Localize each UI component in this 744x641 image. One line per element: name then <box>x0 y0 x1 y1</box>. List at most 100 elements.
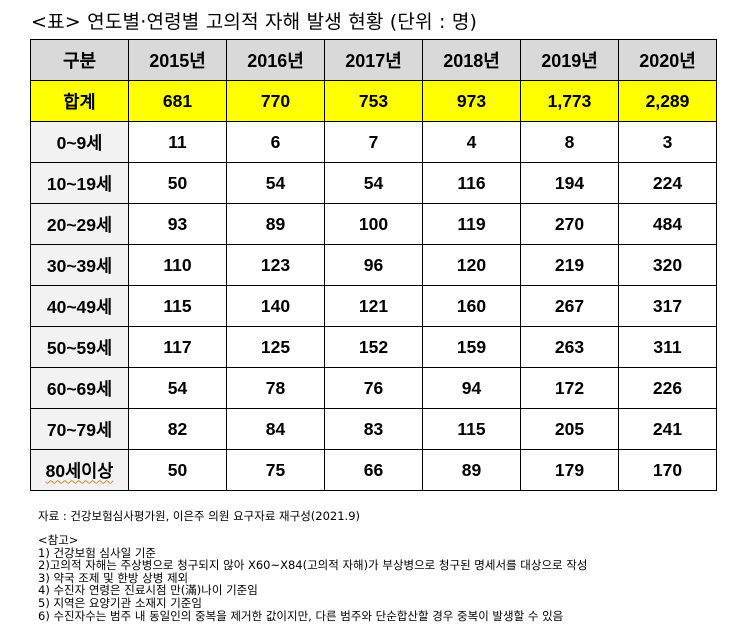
self-harm-stats-table: 구분 2015년 2016년 2017년 2018년 2019년 2020년 합… <box>30 39 717 491</box>
table-cell: 121 <box>324 285 423 327</box>
table-cell: 160 <box>422 285 521 327</box>
total-cell: 753 <box>324 80 423 122</box>
table-cell: 11 <box>128 121 227 163</box>
table-cell: 4 <box>422 121 521 163</box>
table-cell: 100 <box>324 203 423 245</box>
age-group-label: 80세이상 <box>30 449 129 491</box>
table-title: <표> 연도별·연령별 고의적 자해 발생 현황 (단위 : 명) <box>31 11 478 33</box>
table-cell: 125 <box>226 326 325 368</box>
table-row: 40~49세 115 140 121 160 267 317 <box>30 285 717 327</box>
total-cell: 1,773 <box>520 80 619 122</box>
table-cell: 267 <box>520 285 619 327</box>
spellcheck-underlined-label: 80세이상 <box>45 460 114 481</box>
table-cell: 8 <box>520 121 619 163</box>
table-cell: 205 <box>520 408 619 450</box>
note-item: 3) 약국 조제 및 한방 상병 제외 <box>38 570 189 585</box>
table-cell: 241 <box>618 408 717 450</box>
note-item: 1) 건강보험 심사일 기준 <box>38 545 156 560</box>
table-cell: 179 <box>520 449 619 491</box>
table-cell: 54 <box>226 162 325 204</box>
table-cell: 96 <box>324 244 423 286</box>
age-group-label: 60~69세 <box>30 367 129 409</box>
table-cell: 116 <box>422 162 521 204</box>
table-cell: 75 <box>226 449 325 491</box>
age-group-label: 50~59세 <box>30 326 129 368</box>
table-cell: 311 <box>618 326 717 368</box>
total-row: 합계 681 770 753 973 1,773 2,289 <box>30 80 717 122</box>
table-cell: 7 <box>324 121 423 163</box>
table-row: 80세이상 50 75 66 89 179 170 <box>30 449 717 491</box>
table-cell: 317 <box>618 285 717 327</box>
table-cell: 140 <box>226 285 325 327</box>
table-cell: 170 <box>618 449 717 491</box>
year-header: 2019년 <box>520 39 619 81</box>
table-cell: 66 <box>324 449 423 491</box>
total-cell: 770 <box>226 80 325 122</box>
table-row: 0~9세 11 6 7 4 8 3 <box>30 121 717 163</box>
header-row: 구분 2015년 2016년 2017년 2018년 2019년 2020년 <box>30 39 717 81</box>
table-cell: 89 <box>422 449 521 491</box>
table-cell: 224 <box>618 162 717 204</box>
table-cell: 83 <box>324 408 423 450</box>
table-cell: 123 <box>226 244 325 286</box>
table-cell: 82 <box>128 408 227 450</box>
age-group-label: 20~29세 <box>30 203 129 245</box>
table-cell: 172 <box>520 367 619 409</box>
total-cell: 973 <box>422 80 521 122</box>
table-cell: 50 <box>128 449 227 491</box>
age-group-label: 30~39세 <box>30 244 129 286</box>
total-label: 합계 <box>30 80 129 122</box>
table-cell: 3 <box>618 121 717 163</box>
table-cell: 115 <box>128 285 227 327</box>
source-note: 자료 : 건강보험심사평가원, 이은주 의원 요구자료 재구성(2021.9) <box>38 509 361 523</box>
table-row: 50~59세 117 125 152 159 263 311 <box>30 326 717 368</box>
table-row: 60~69세 54 78 76 94 172 226 <box>30 367 717 409</box>
table-cell: 119 <box>422 203 521 245</box>
table-row: 20~29세 93 89 100 119 270 484 <box>30 203 717 245</box>
table-cell: 115 <box>422 408 521 450</box>
table-cell: 6 <box>226 121 325 163</box>
table-cell: 159 <box>422 326 521 368</box>
table-cell: 78 <box>226 367 325 409</box>
table-cell: 194 <box>520 162 619 204</box>
year-header: 2018년 <box>422 39 521 81</box>
table-cell: 54 <box>324 162 423 204</box>
reference-notes: <참고> 1) 건강보험 심사일 기준 2)고의적 자해는 주상병으로 청구되지… <box>38 534 587 622</box>
table-cell: 270 <box>520 203 619 245</box>
age-group-label: 40~49세 <box>30 285 129 327</box>
note-item: 4) 수진자 연령은 진료시점 만(滿)나이 기준임 <box>38 583 258 598</box>
note-item: 5) 지역은 요양기관 소재지 기준임 <box>38 595 202 610</box>
table-cell: 93 <box>128 203 227 245</box>
table-row: 70~79세 82 84 83 115 205 241 <box>30 408 717 450</box>
table-cell: 484 <box>618 203 717 245</box>
age-group-label: 70~79세 <box>30 408 129 450</box>
table-cell: 320 <box>618 244 717 286</box>
year-header: 2017년 <box>324 39 423 81</box>
total-cell: 2,289 <box>618 80 717 122</box>
table-cell: 120 <box>422 244 521 286</box>
year-header: 2015년 <box>128 39 227 81</box>
table-cell: 54 <box>128 367 227 409</box>
table-cell: 84 <box>226 408 325 450</box>
note-item: 6) 수진자수는 범주 내 동일인의 중복을 제거한 값이지만, 다른 범주와 … <box>38 608 564 623</box>
table-row: 10~19세 50 54 54 116 194 224 <box>30 162 717 204</box>
table-cell: 89 <box>226 203 325 245</box>
table-cell: 152 <box>324 326 423 368</box>
note-item: 2)고의적 자해는 주상병으로 청구되지 않아 X60~X84(고의적 자해)가… <box>38 558 588 573</box>
year-header: 2016년 <box>226 39 325 81</box>
table-cell: 76 <box>324 367 423 409</box>
table-cell: 117 <box>128 326 227 368</box>
table-row: 30~39세 110 123 96 120 219 320 <box>30 244 717 286</box>
table-cell: 50 <box>128 162 227 204</box>
table-cell: 110 <box>128 244 227 286</box>
total-cell: 681 <box>128 80 227 122</box>
table-cell: 263 <box>520 326 619 368</box>
table-cell: 226 <box>618 367 717 409</box>
year-header: 2020년 <box>618 39 717 81</box>
age-group-label: 0~9세 <box>30 121 129 163</box>
notes-heading: <참고> <box>38 533 79 547</box>
corner-header: 구분 <box>30 39 129 81</box>
table-cell: 219 <box>520 244 619 286</box>
age-group-label: 10~19세 <box>30 162 129 204</box>
table-cell: 94 <box>422 367 521 409</box>
